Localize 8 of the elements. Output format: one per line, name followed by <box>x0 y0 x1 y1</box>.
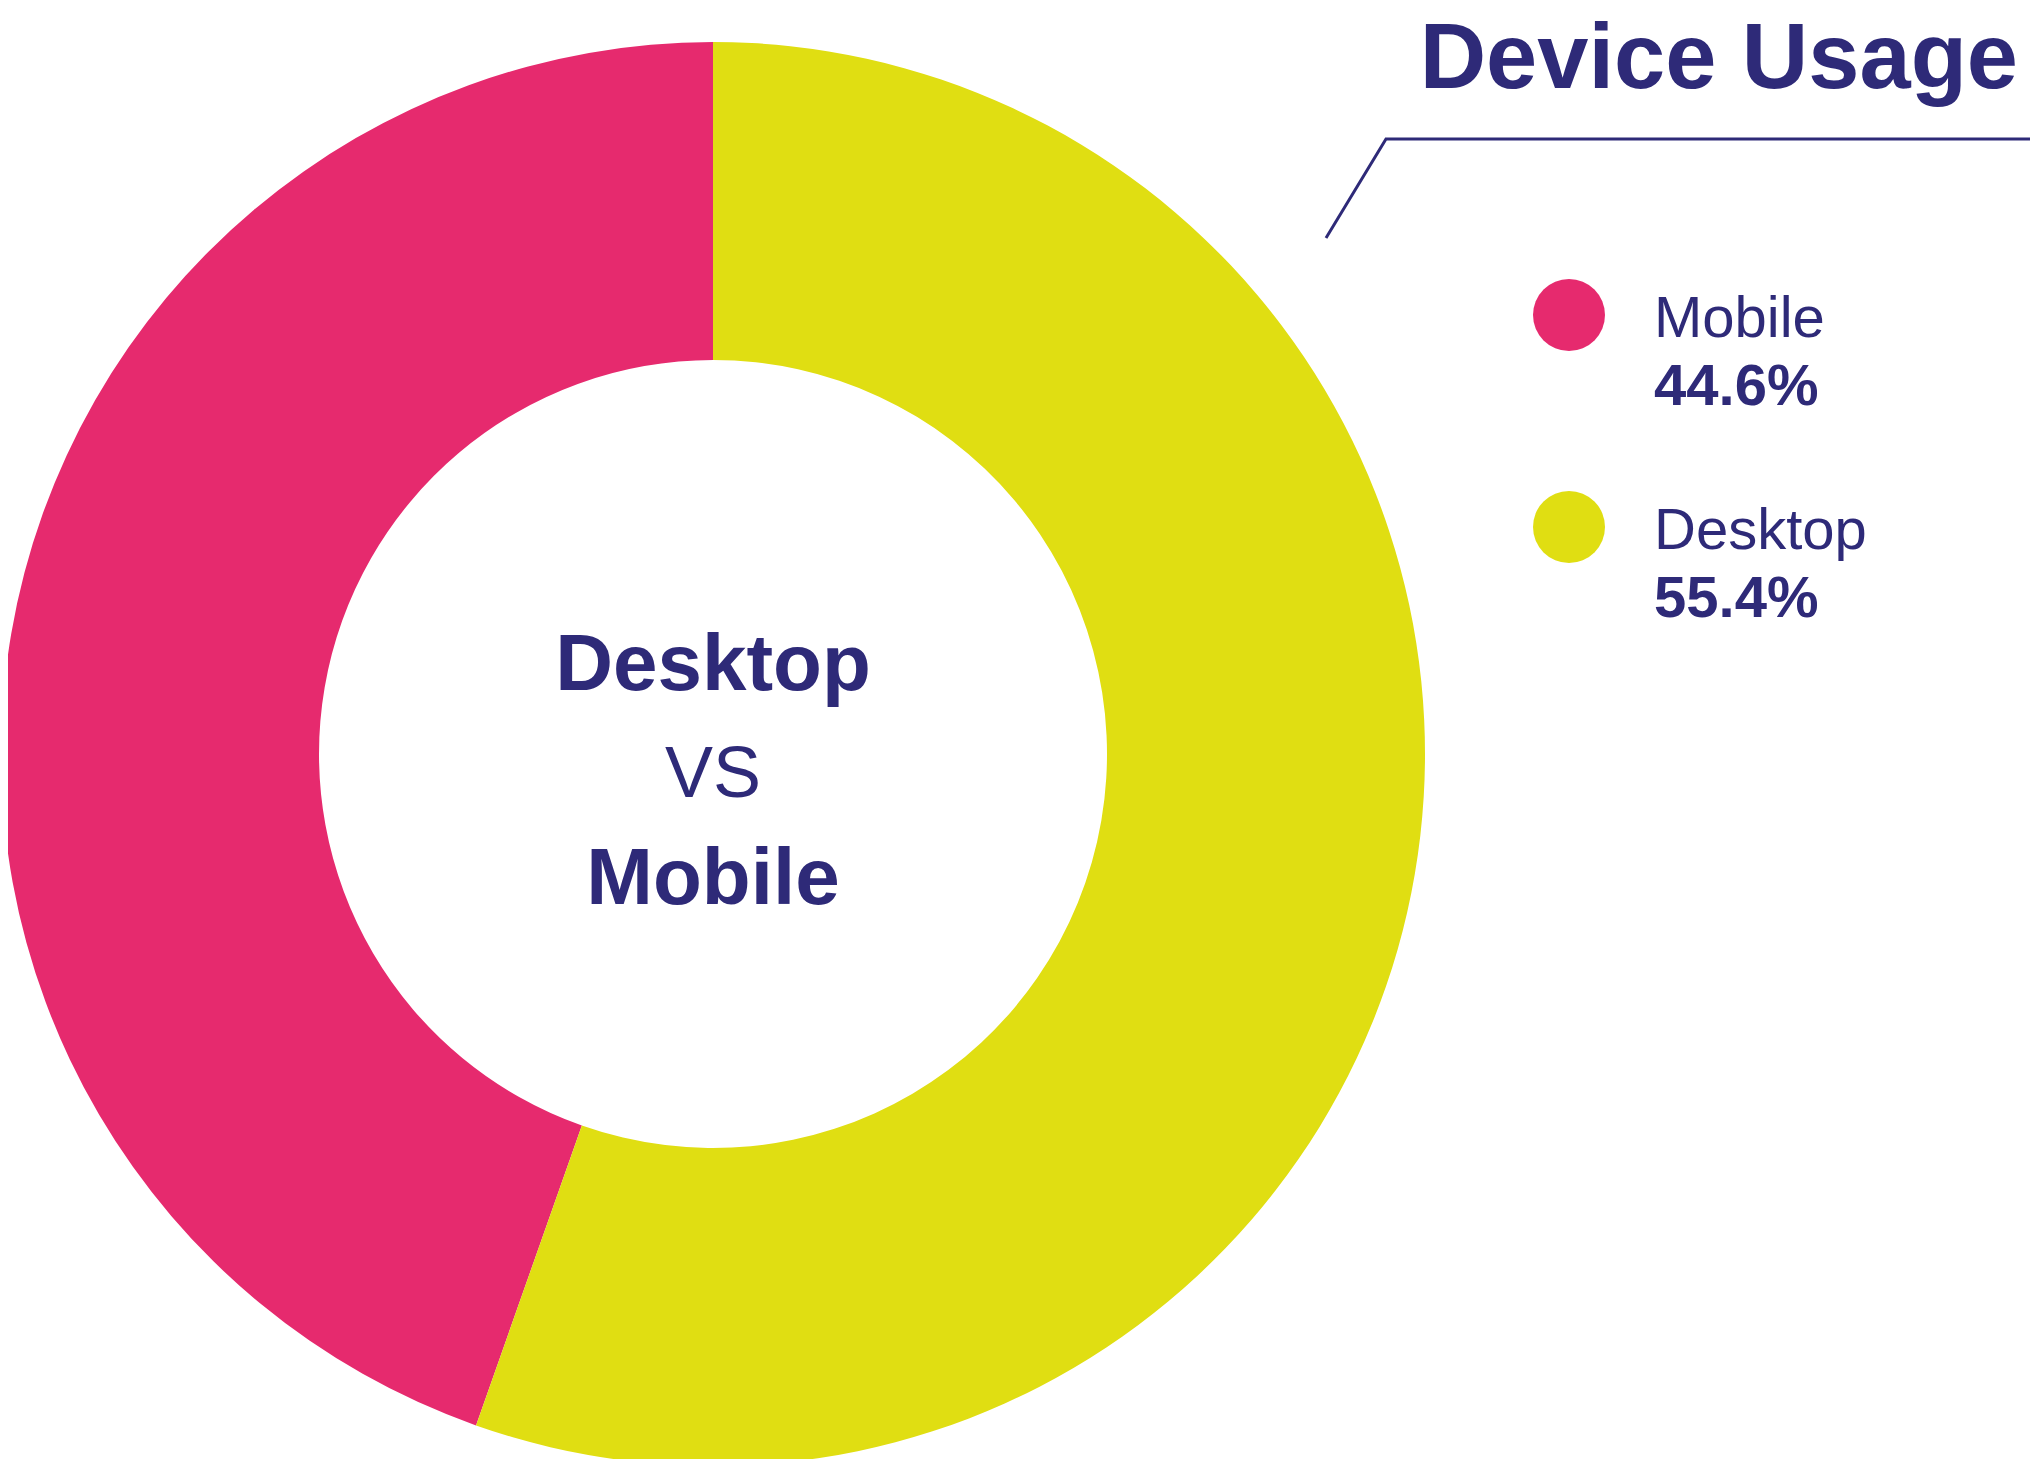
text: Desktop <box>555 618 871 707</box>
text: Mobile <box>586 832 840 921</box>
legend-label: Desktop <box>1654 496 1867 561</box>
data-label: 55.4% <box>1654 564 1819 629</box>
legend-label: Mobile <box>1654 284 1825 349</box>
chart-title: Device Usage <box>1419 5 2018 107</box>
data-label: 44.6% <box>1654 352 1819 417</box>
text: VS <box>664 732 762 812</box>
